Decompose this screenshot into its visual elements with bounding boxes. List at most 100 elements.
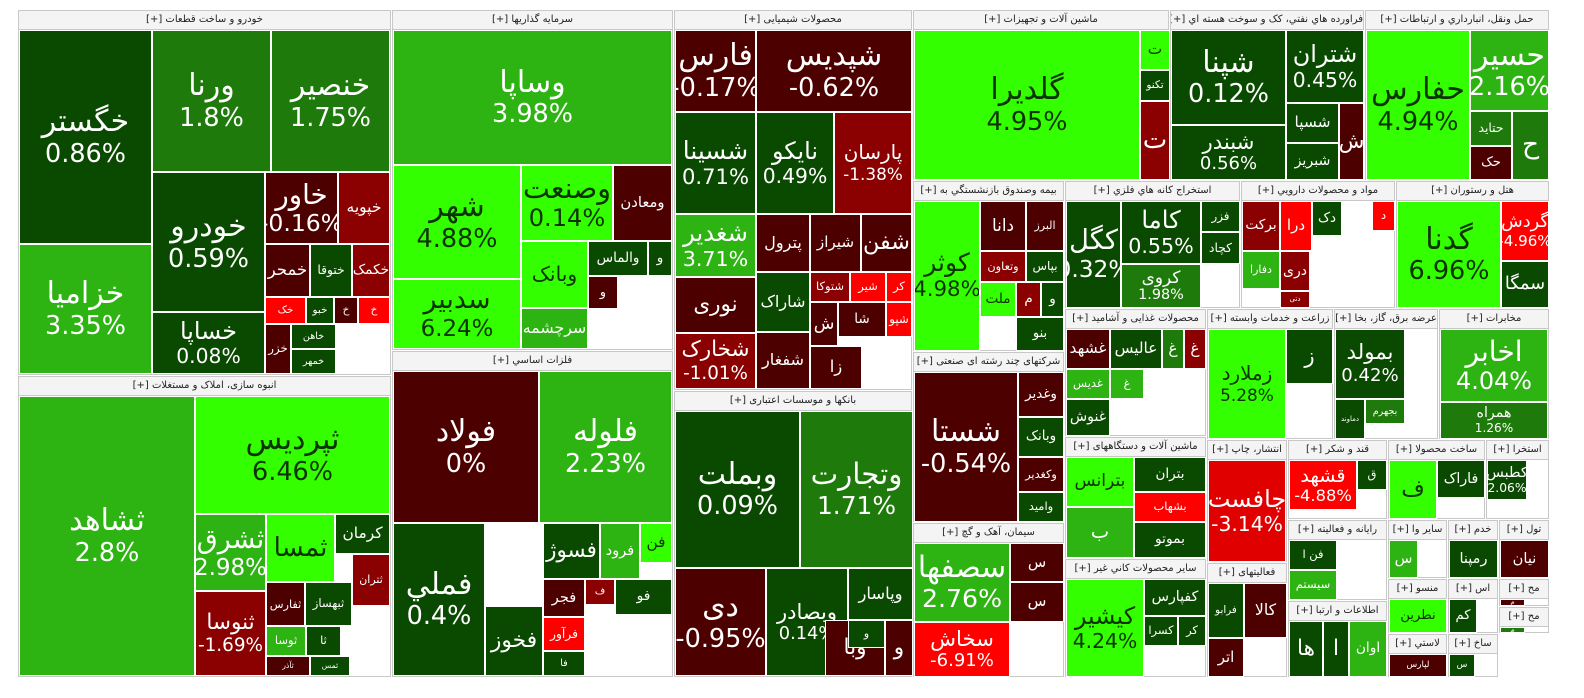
sector-1[interactable]: انبوه سازی، املاک و مستغلات [+] ثشاهد 2.8%… [18, 376, 391, 677]
treemap-tile[interactable]: ثفارس [266, 582, 305, 626]
treemap-tile[interactable]: وکغدیر [1018, 457, 1064, 492]
treemap-tile[interactable]: غ [1184, 329, 1206, 369]
treemap-tile[interactable]: ختوقا [310, 244, 352, 297]
treemap-tile[interactable]: دک [1312, 201, 1342, 236]
treemap-tile[interactable]: شاراک [756, 272, 810, 332]
treemap-tile[interactable]: خاهن [291, 324, 336, 349]
sector-header[interactable]: تول [+] [1500, 521, 1548, 540]
treemap-tile[interactable]: و [1041, 282, 1064, 317]
treemap-tile[interactable]: کیشیر 4.24% [1066, 579, 1144, 677]
sector-header[interactable]: مح [+] [1500, 580, 1548, 599]
treemap-tile[interactable]: سصفها 2.76% [914, 543, 1010, 622]
treemap-tile[interactable]: ملت [980, 282, 1016, 317]
sector-15[interactable]: سایر محصولات کاني غیر [+] کیشیر 4.24% کفپار… [1065, 559, 1206, 677]
treemap-tile[interactable]: ثوسا [266, 626, 306, 656]
treemap-tile[interactable]: بترانس [1066, 457, 1134, 507]
treemap-tile[interactable]: ز [1286, 329, 1333, 384]
treemap-tile[interactable]: وبملت 0.09% [675, 411, 800, 568]
sector-27[interactable]: اطلاعات و ارتبا [+] اوان ا ها [1288, 601, 1387, 677]
treemap-tile[interactable]: اخابر 4.04% [1440, 329, 1548, 402]
treemap-tile[interactable]: فولاد 0% [393, 371, 539, 523]
sector-header[interactable]: استخرا [+] [1487, 441, 1548, 460]
sector-35[interactable]: ساخ [+] س [1448, 634, 1498, 677]
treemap-tile[interactable]: س [1389, 540, 1418, 578]
treemap-tile[interactable]: غ [1110, 369, 1144, 399]
treemap-tile[interactable]: اوان [1349, 621, 1387, 677]
sector-31[interactable]: منسو [+] نطرین [1388, 579, 1447, 633]
treemap-tile[interactable]: کر [1178, 616, 1206, 646]
treemap-tile[interactable]: خنصير 1.75% [271, 30, 390, 172]
treemap-tile[interactable]: وبانک [521, 241, 588, 308]
treemap-tile[interactable]: خزر [265, 324, 291, 374]
treemap-tile[interactable]: شستا -0.54% [914, 372, 1018, 522]
sector-header[interactable]: سایر وا [+] [1389, 521, 1446, 540]
sector-22[interactable]: قند و شکر [+] قشهد -4.88% ق [1288, 440, 1387, 519]
sector-13[interactable]: محصولات غذایی و آشامید [+] غشهد عالیس غ غ غدی… [1065, 309, 1206, 436]
treemap-tile[interactable]: شیراز [810, 214, 861, 272]
sector-header[interactable]: بانکها و موسسات اعتباری [+] [675, 392, 911, 411]
treemap-tile[interactable]: فرابو [1208, 583, 1244, 638]
treemap-tile[interactable]: کروی 1.98% [1121, 264, 1201, 308]
treemap-tile[interactable]: ثشاهد 2.8% [19, 396, 195, 676]
treemap-tile[interactable]: والماس [588, 241, 648, 276]
treemap-tile[interactable]: خپویه [338, 172, 390, 244]
treemap-tile[interactable]: همراه 1.26% [1440, 402, 1548, 439]
sector-14[interactable]: ماشین آلات و دستگاههای [+] بتران بشهاب بموت… [1065, 437, 1206, 558]
treemap-tile[interactable]: سمگا [1501, 261, 1549, 308]
treemap-tile[interactable]: نوری [675, 277, 756, 333]
sector-18[interactable]: زراعت و خدمات وابسته [+] زملارد 5.28% ز [1207, 309, 1333, 439]
treemap-tile[interactable]: ثا [306, 626, 341, 656]
sector-header[interactable]: مح [+] [1500, 608, 1548, 627]
treemap-tile[interactable]: خگستر 0.86% [19, 30, 152, 244]
treemap-tile[interactable]: خمهر [291, 349, 336, 374]
sector-19[interactable]: عرضه برق، گاز، بخا [+] بمولد 0.42% بجهرم دما… [1334, 309, 1438, 439]
treemap-tile[interactable]: وتعاون [980, 251, 1026, 282]
sector-header[interactable]: انبوه سازی، املاک و مستغلات [+] [19, 377, 390, 396]
treemap-tile[interactable]: رمپنا [1449, 540, 1498, 578]
sector-20[interactable]: مخابرات [+] اخابر 4.04% همراه 1.26% [1439, 309, 1549, 439]
treemap-tile[interactable]: شهر 4.88% [393, 165, 521, 279]
treemap-tile[interactable]: البرز [1026, 201, 1064, 251]
treemap-tile[interactable]: شا [838, 302, 886, 337]
treemap-tile[interactable]: شپو [886, 302, 912, 337]
treemap-tile[interactable]: ش [1339, 103, 1364, 180]
sector-header[interactable]: اطلاعات و ارتبا [+] [1289, 602, 1386, 621]
sector-header[interactable]: انتشار، چاپ [+] [1208, 441, 1286, 460]
treemap-tile[interactable]: وتجارت 1.71% [800, 411, 913, 568]
treemap-tile[interactable]: حتايد [1470, 111, 1512, 146]
treemap-tile[interactable]: بتران [1134, 457, 1206, 492]
treemap-tile[interactable]: فملي 0.4% [393, 523, 485, 676]
treemap-tile[interactable]: فاراک [1437, 460, 1485, 498]
sector-8[interactable]: حمل ونقل، انبارداري و ارتباطات [+] حفارس 4… [1365, 10, 1549, 180]
treemap-tile[interactable]: و [848, 620, 885, 648]
treemap-tile[interactable]: سخاش -6.91% [914, 622, 1010, 677]
treemap-tile[interactable]: بموتو [1134, 522, 1206, 558]
treemap-tile[interactable]: خزامیا 3.35% [19, 244, 152, 374]
treemap-tile[interactable]: ثنوسا -1.69% [195, 591, 266, 676]
treemap-tile[interactable]: فرآور [543, 617, 585, 651]
sector-10[interactable]: شرکتهای چند رشته ای صنعتی [+] شستا -0.54% و… [913, 352, 1064, 522]
sector-header[interactable]: فلزات اساسي [+] [393, 352, 672, 371]
treemap-tile[interactable]: چافست -3.14% [1208, 460, 1286, 562]
sector-25[interactable]: رایانه و فعالیته [+] فن ا سیستم [1288, 520, 1387, 600]
treemap-tile[interactable]: گردش-4.96% [1501, 201, 1549, 261]
treemap-tile[interactable]: ش [810, 302, 838, 346]
treemap-tile[interactable]: خ [358, 297, 390, 324]
treemap-tile[interactable]: کچاد [1201, 232, 1240, 264]
sector-header[interactable]: خودرو و ساخت قطعات [+] [19, 11, 390, 30]
sector-24[interactable]: استخرا [+] کطبس 2.06% [1486, 440, 1549, 519]
sector-header[interactable]: ماشین آلات و تجهیزات [+] [914, 11, 1168, 30]
sector-header[interactable]: محصولات غذایی و آشامید [+] [1066, 310, 1205, 329]
treemap-tile[interactable]: ق [1357, 460, 1387, 490]
sector-9[interactable]: بیمه وصندوق بازنشستگي به [+] کوثر 4.98% دان… [913, 181, 1064, 351]
treemap-tile[interactable]: غدیس [1066, 369, 1110, 399]
treemap-tile[interactable]: کفپارس [1144, 579, 1206, 616]
treemap-tile[interactable]: بنو [1016, 317, 1064, 351]
sector-26[interactable]: فعالیتهای [+] کالا فرابو اتر [1207, 563, 1287, 677]
treemap-tile[interactable]: شتران 0.45% [1286, 30, 1364, 103]
treemap-tile[interactable]: فارس-0.17% [675, 30, 756, 112]
treemap-tile[interactable]: فلوله 2.23% [539, 371, 672, 523]
sector-header[interactable]: فعالیتهای [+] [1208, 564, 1286, 583]
treemap-tile[interactable]: ف [585, 579, 615, 605]
treemap-tile[interactable]: ف [1389, 460, 1437, 519]
